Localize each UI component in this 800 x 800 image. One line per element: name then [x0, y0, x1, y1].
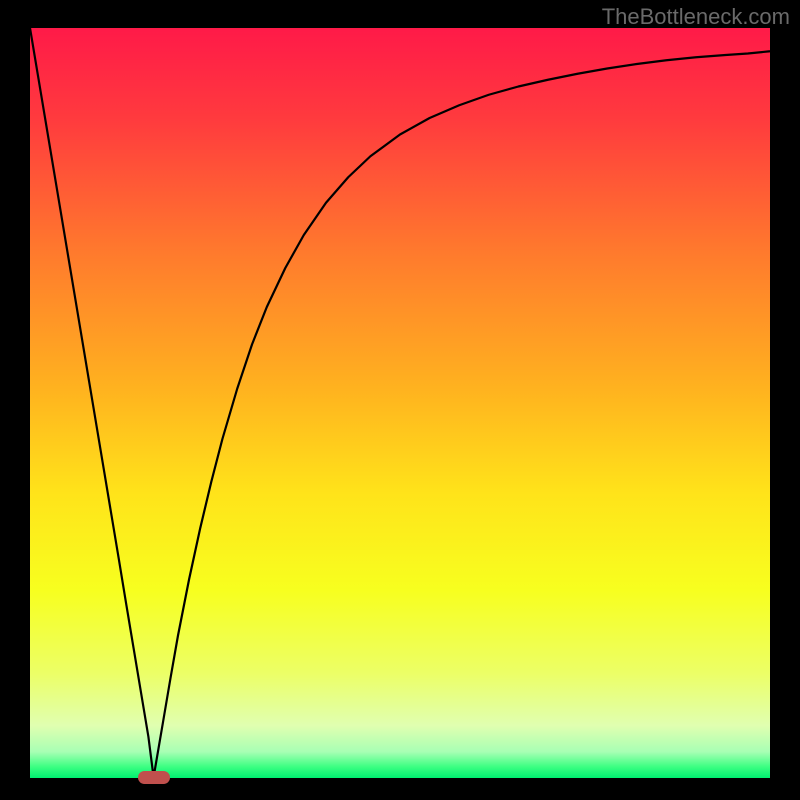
- min-marker: [138, 771, 170, 784]
- gradient-background: [30, 28, 770, 778]
- chart-plot: [30, 28, 770, 778]
- watermark-text: TheBottleneck.com: [602, 4, 790, 30]
- chart-container: TheBottleneck.com: [0, 0, 800, 800]
